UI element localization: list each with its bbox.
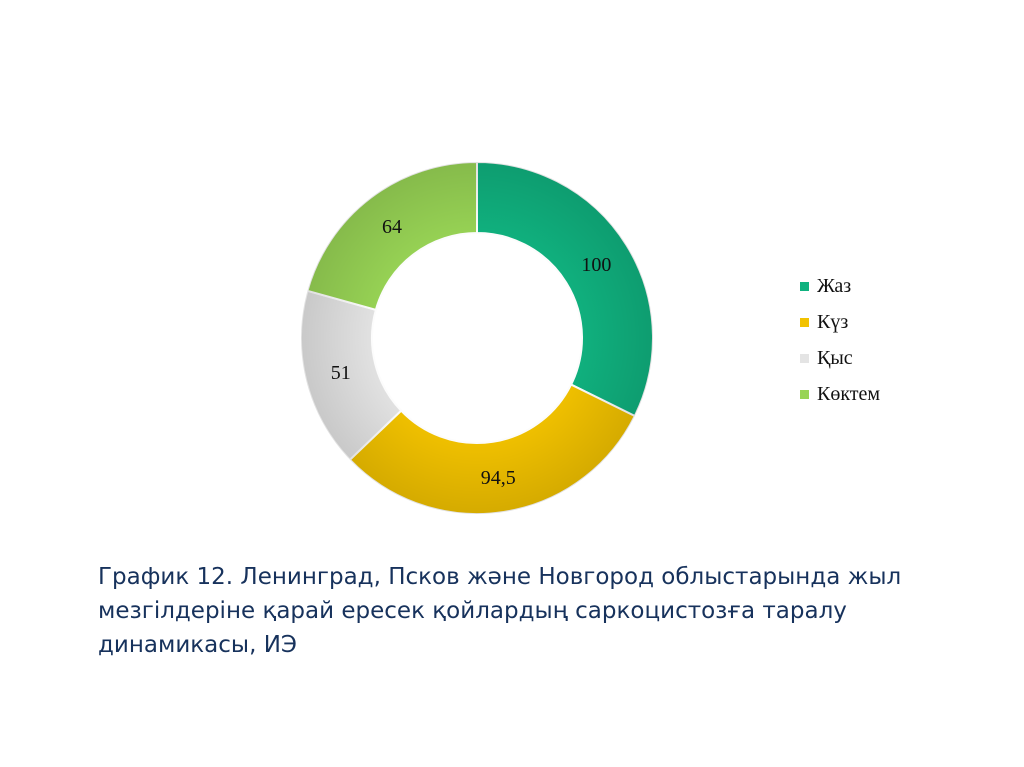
data-label-autumn: 94,5	[481, 467, 516, 489]
donut-hole	[373, 234, 581, 442]
legend-item-autumn: Күз	[800, 304, 880, 340]
chart-caption: График 12. Ленинград, Псков және Новгоро…	[98, 564, 902, 658]
legend-item-summer: Жаз	[800, 268, 880, 304]
legend-label-autumn: Күз	[817, 310, 849, 333]
legend-swatch-summer	[800, 281, 809, 291]
chart-legend: Жаз Күз Қыс Көктем	[800, 268, 880, 412]
legend-label-winter: Қыс	[817, 346, 853, 369]
data-label-spring: 64	[382, 216, 402, 238]
data-label-winter: 51	[331, 362, 351, 384]
legend-item-winter: Қыс	[800, 340, 880, 376]
legend-swatch-autumn	[800, 317, 809, 327]
legend-swatch-winter	[800, 353, 809, 363]
data-label-summer: 100	[581, 254, 611, 276]
legend-label-summer: Жаз	[817, 274, 852, 297]
legend-swatch-spring	[800, 389, 809, 399]
legend-item-spring: Көктем	[800, 376, 880, 412]
legend-label-spring: Көктем	[817, 382, 881, 405]
